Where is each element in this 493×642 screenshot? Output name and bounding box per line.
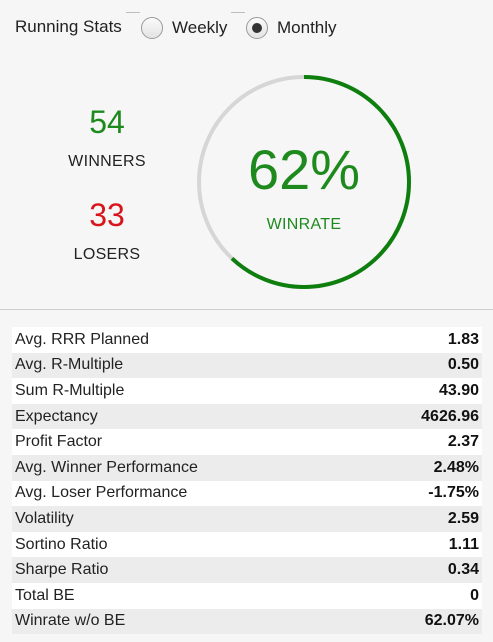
metric-value: 43.90 (438, 381, 479, 399)
metric-label: Avg. Loser Performance (15, 484, 188, 502)
gauge-fill (197, 75, 411, 289)
metric-row: Avg. R-Multiple 0.50 (12, 352, 482, 379)
metric-label: Sortino Ratio (15, 535, 108, 553)
metric-row: Sum R-Multiple 43.90 (12, 378, 482, 404)
metric-label: Total BE (15, 586, 75, 604)
radio-checked-icon[interactable] (246, 17, 268, 39)
metric-value: 2.59 (447, 509, 479, 527)
metric-value: 1.83 (447, 330, 479, 348)
metric-label: Volatility (15, 509, 74, 527)
metric-label: Profit Factor (15, 433, 103, 451)
metric-label: Sharpe Ratio (15, 561, 109, 579)
section-divider (0, 309, 493, 310)
metric-row: Avg. Loser Performance -1.75% (12, 480, 482, 507)
metric-label: Sum R-Multiple (15, 381, 125, 399)
metric-row: Total BE 0 (12, 582, 482, 609)
monthly-radio-label: Monthly (277, 18, 337, 37)
panel-title: Running Stats (15, 17, 122, 36)
metrics-table: Avg. RRR Planned 1.83 Avg. R-Multiple 0.50 S… (12, 327, 482, 635)
metric-row: Sortino Ratio 1.11 (12, 531, 482, 558)
metric-label: Avg. R-Multiple (15, 356, 124, 374)
metric-value: 0 (470, 586, 479, 604)
metric-label: Avg. RRR Planned (15, 330, 149, 348)
monthly-radio[interactable]: Monthly (246, 14, 337, 42)
winrate-gauge: 62% WINRATE (194, 72, 414, 292)
metric-value: 2.37 (447, 433, 479, 451)
metric-row: Avg. RRR Planned 1.83 (12, 327, 482, 353)
metric-row: Volatility 2.59 (12, 506, 482, 532)
metric-value: 62.07% (424, 612, 479, 630)
metric-row: Winrate w/o BE 62.07% (12, 608, 482, 635)
divider (231, 12, 245, 13)
metric-value: 4626.96 (421, 407, 479, 425)
metric-label: Winrate w/o BE (15, 612, 126, 630)
losers-label: LOSERS (73, 246, 141, 263)
radio-unchecked-icon[interactable] (141, 17, 163, 39)
header: Running Stats Weekly Monthly (0, 0, 493, 60)
winners-label: WINNERS (68, 153, 146, 170)
winrate-percentage: 62% (247, 138, 361, 201)
metric-value: -1.75% (428, 484, 479, 502)
metric-value: 2.48% (433, 458, 479, 476)
weekly-radio-label: Weekly (172, 18, 228, 37)
metric-row: Sharpe Ratio 0.34 (12, 557, 482, 583)
metric-row: Expectancy 4626.96 (12, 403, 482, 430)
metric-label: Avg. Winner Performance (15, 458, 198, 476)
metric-value: 0.50 (447, 356, 479, 374)
metric-value: 0.34 (447, 561, 479, 579)
metric-label: Expectancy (15, 407, 98, 425)
metric-row: Avg. Winner Performance 2.48% (12, 454, 482, 481)
divider (126, 12, 140, 13)
metric-value: 1.11 (448, 535, 479, 553)
metric-row: Profit Factor 2.37 (12, 429, 482, 455)
losers-count: 33 (89, 197, 125, 233)
weekly-radio[interactable]: Weekly (141, 14, 227, 42)
winrate-ring (197, 75, 411, 289)
winners-count: 54 (89, 104, 125, 140)
winrate-label: WINRATE (266, 216, 342, 233)
